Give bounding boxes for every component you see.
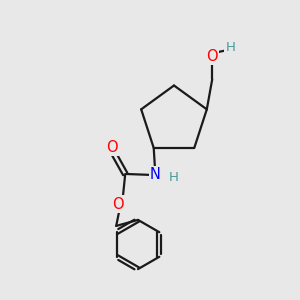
Text: O: O [206,49,218,64]
Text: H: H [169,171,179,184]
Text: O: O [106,140,118,154]
Text: O: O [112,196,124,211]
Text: H: H [225,41,235,54]
Text: N: N [150,167,161,182]
